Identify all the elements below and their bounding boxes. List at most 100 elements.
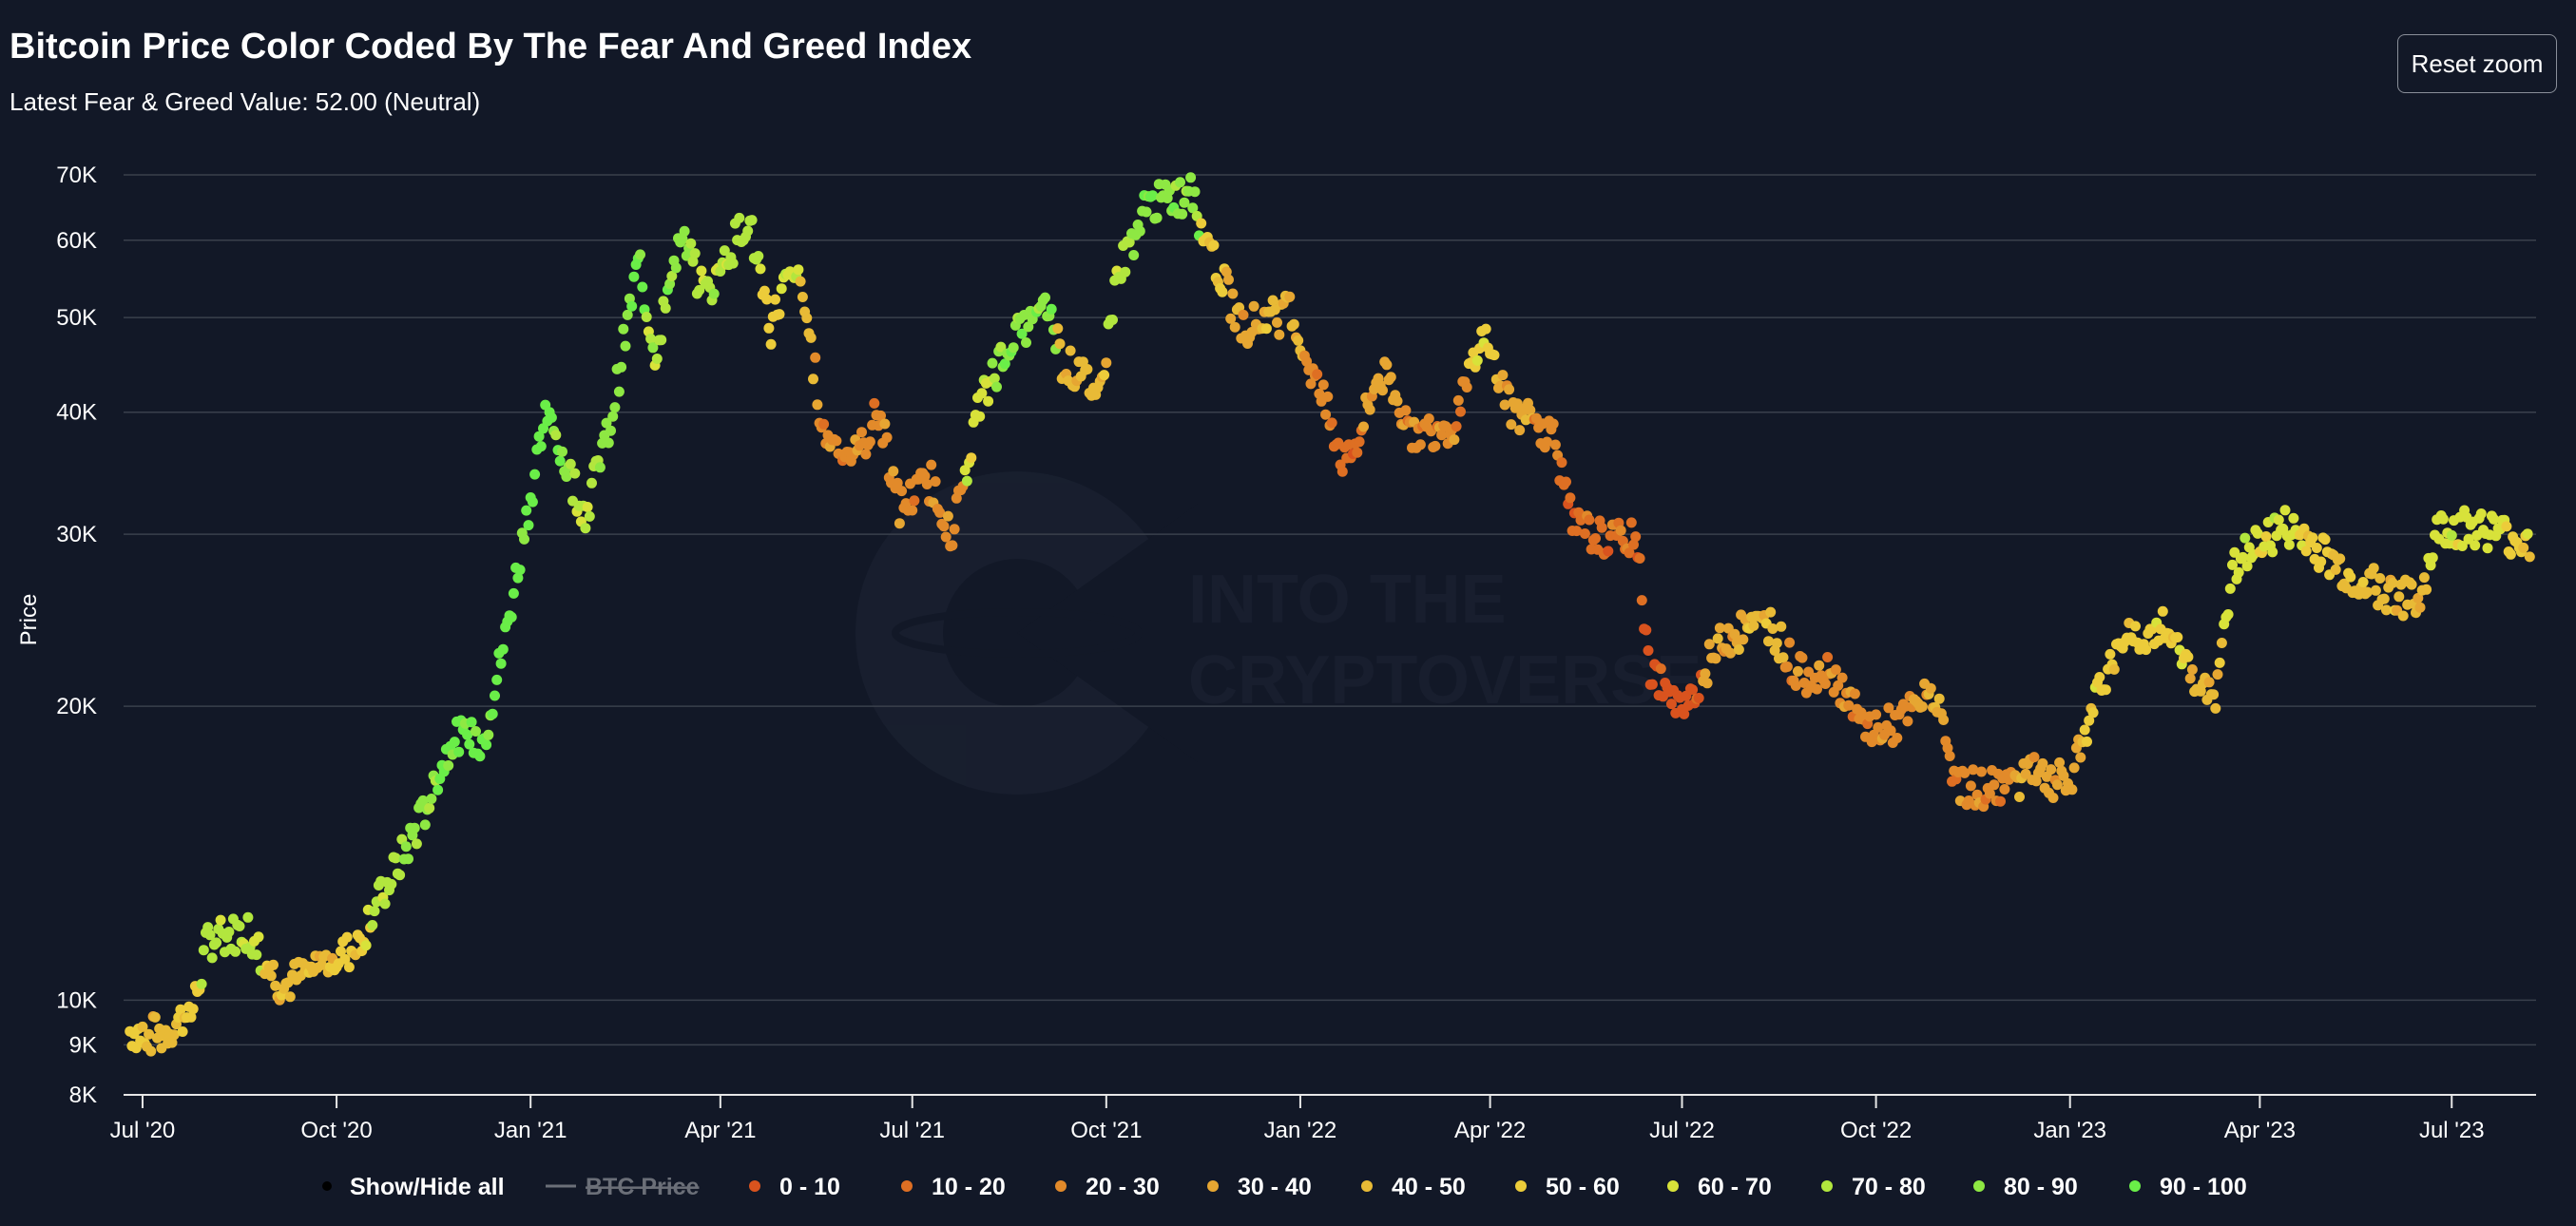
data-point[interactable] (386, 878, 397, 890)
data-point[interactable] (1471, 354, 1483, 366)
data-point[interactable] (394, 870, 406, 881)
data-point[interactable] (426, 794, 437, 804)
legend-item[interactable]: 50 - 60 (1546, 1174, 1620, 1200)
legend-marker[interactable] (1361, 1180, 1373, 1192)
data-point[interactable] (1571, 526, 1583, 537)
data-point[interactable] (2051, 779, 2063, 791)
data-point[interactable] (1596, 522, 1607, 533)
data-point[interactable] (2054, 757, 2066, 768)
data-point[interactable] (586, 477, 597, 488)
show-hide-all-marker[interactable] (322, 1181, 332, 1191)
data-point[interactable] (211, 937, 222, 948)
data-point[interactable] (2307, 532, 2318, 544)
data-point[interactable] (204, 929, 216, 941)
data-point[interactable] (666, 271, 678, 281)
data-point[interactable] (601, 417, 612, 429)
data-point[interactable] (1748, 620, 1759, 631)
data-point[interactable] (2240, 532, 2251, 544)
data-point[interactable] (2413, 592, 2424, 603)
data-point[interactable] (763, 322, 775, 334)
data-point[interactable] (896, 486, 908, 497)
data-point[interactable] (1274, 329, 1285, 340)
data-point[interactable] (942, 510, 953, 522)
data-point[interactable] (1120, 266, 1131, 278)
legend-item[interactable]: 80 - 90 (2004, 1174, 2078, 1200)
data-point[interactable] (656, 335, 667, 346)
data-point[interactable] (2279, 505, 2291, 516)
data-point[interactable] (1565, 492, 1576, 504)
data-point[interactable] (2030, 776, 2042, 787)
data-point[interactable] (1354, 436, 1365, 448)
data-point[interactable] (1506, 419, 1517, 431)
data-point[interactable] (1938, 715, 1950, 725)
data-point[interactable] (938, 521, 950, 532)
data-point[interactable] (1352, 447, 1363, 458)
legend-item[interactable]: 90 - 100 (2160, 1174, 2247, 1200)
data-point[interactable] (2397, 610, 2409, 622)
data-point[interactable] (1322, 391, 1334, 402)
data-point[interactable] (637, 281, 648, 293)
data-point[interactable] (797, 292, 808, 302)
data-point[interactable] (746, 215, 758, 226)
data-point[interactable] (2273, 514, 2284, 526)
data-point[interactable] (1260, 323, 1272, 335)
data-point[interactable] (1833, 680, 1844, 691)
data-point[interactable] (1288, 318, 1299, 330)
data-point[interactable] (1054, 338, 1066, 350)
data-point[interactable] (989, 373, 1000, 384)
data-point[interactable] (976, 388, 988, 399)
data-point[interactable] (734, 212, 745, 223)
legend-marker[interactable] (749, 1180, 760, 1192)
data-point[interactable] (317, 959, 327, 970)
data-point[interactable] (1603, 546, 1614, 557)
data-point[interactable] (580, 523, 591, 534)
data-point[interactable] (1959, 767, 1970, 778)
data-point[interactable] (1451, 421, 1462, 432)
data-point[interactable] (2238, 551, 2249, 563)
data-point[interactable] (1284, 291, 1296, 302)
data-point[interactable] (1687, 684, 1699, 696)
data-point[interactable] (1248, 300, 1259, 312)
data-point[interactable] (546, 412, 557, 423)
data-point[interactable] (2100, 684, 2111, 696)
data-point[interactable] (166, 1037, 178, 1048)
data-point[interactable] (881, 431, 893, 443)
data-point[interactable] (1814, 660, 1825, 671)
data-point[interactable] (1822, 652, 1834, 662)
legend-marker[interactable] (1821, 1180, 1833, 1192)
data-point[interactable] (1703, 639, 1715, 650)
data-point[interactable] (2489, 513, 2500, 525)
data-point[interactable] (1714, 623, 1725, 634)
data-point[interactable] (2224, 583, 2236, 594)
data-point[interactable] (1712, 633, 1723, 644)
data-point[interactable] (2387, 577, 2398, 588)
data-point[interactable] (1189, 186, 1201, 198)
data-point[interactable] (1701, 678, 1713, 689)
data-point[interactable] (462, 729, 473, 740)
data-point[interactable] (1008, 342, 1019, 354)
data-point[interactable] (1358, 421, 1369, 432)
data-point[interactable] (660, 302, 671, 314)
data-point[interactable] (2414, 602, 2426, 613)
data-point[interactable] (2316, 556, 2327, 567)
data-point[interactable] (1784, 637, 1796, 648)
data-point[interactable] (2283, 539, 2295, 550)
data-point[interactable] (1423, 413, 1434, 424)
data-point[interactable] (2084, 715, 2095, 726)
data-point[interactable] (689, 248, 701, 259)
legend-marker[interactable] (1055, 1180, 1067, 1192)
data-point[interactable] (519, 533, 529, 545)
data-point[interactable] (1377, 385, 1388, 396)
data-point[interactable] (1455, 406, 1466, 417)
data-point[interactable] (1836, 672, 1848, 683)
data-point[interactable] (1525, 405, 1536, 416)
data-point[interactable] (1693, 693, 1704, 703)
data-point[interactable] (1238, 309, 1249, 320)
data-point[interactable] (860, 449, 872, 460)
data-point[interactable] (879, 418, 891, 430)
data-point[interactable] (2421, 584, 2432, 595)
legend-marker[interactable] (1667, 1180, 1679, 1192)
data-point[interactable] (1634, 553, 1645, 564)
data-point[interactable] (1873, 721, 1884, 733)
data-point[interactable] (2368, 563, 2379, 574)
